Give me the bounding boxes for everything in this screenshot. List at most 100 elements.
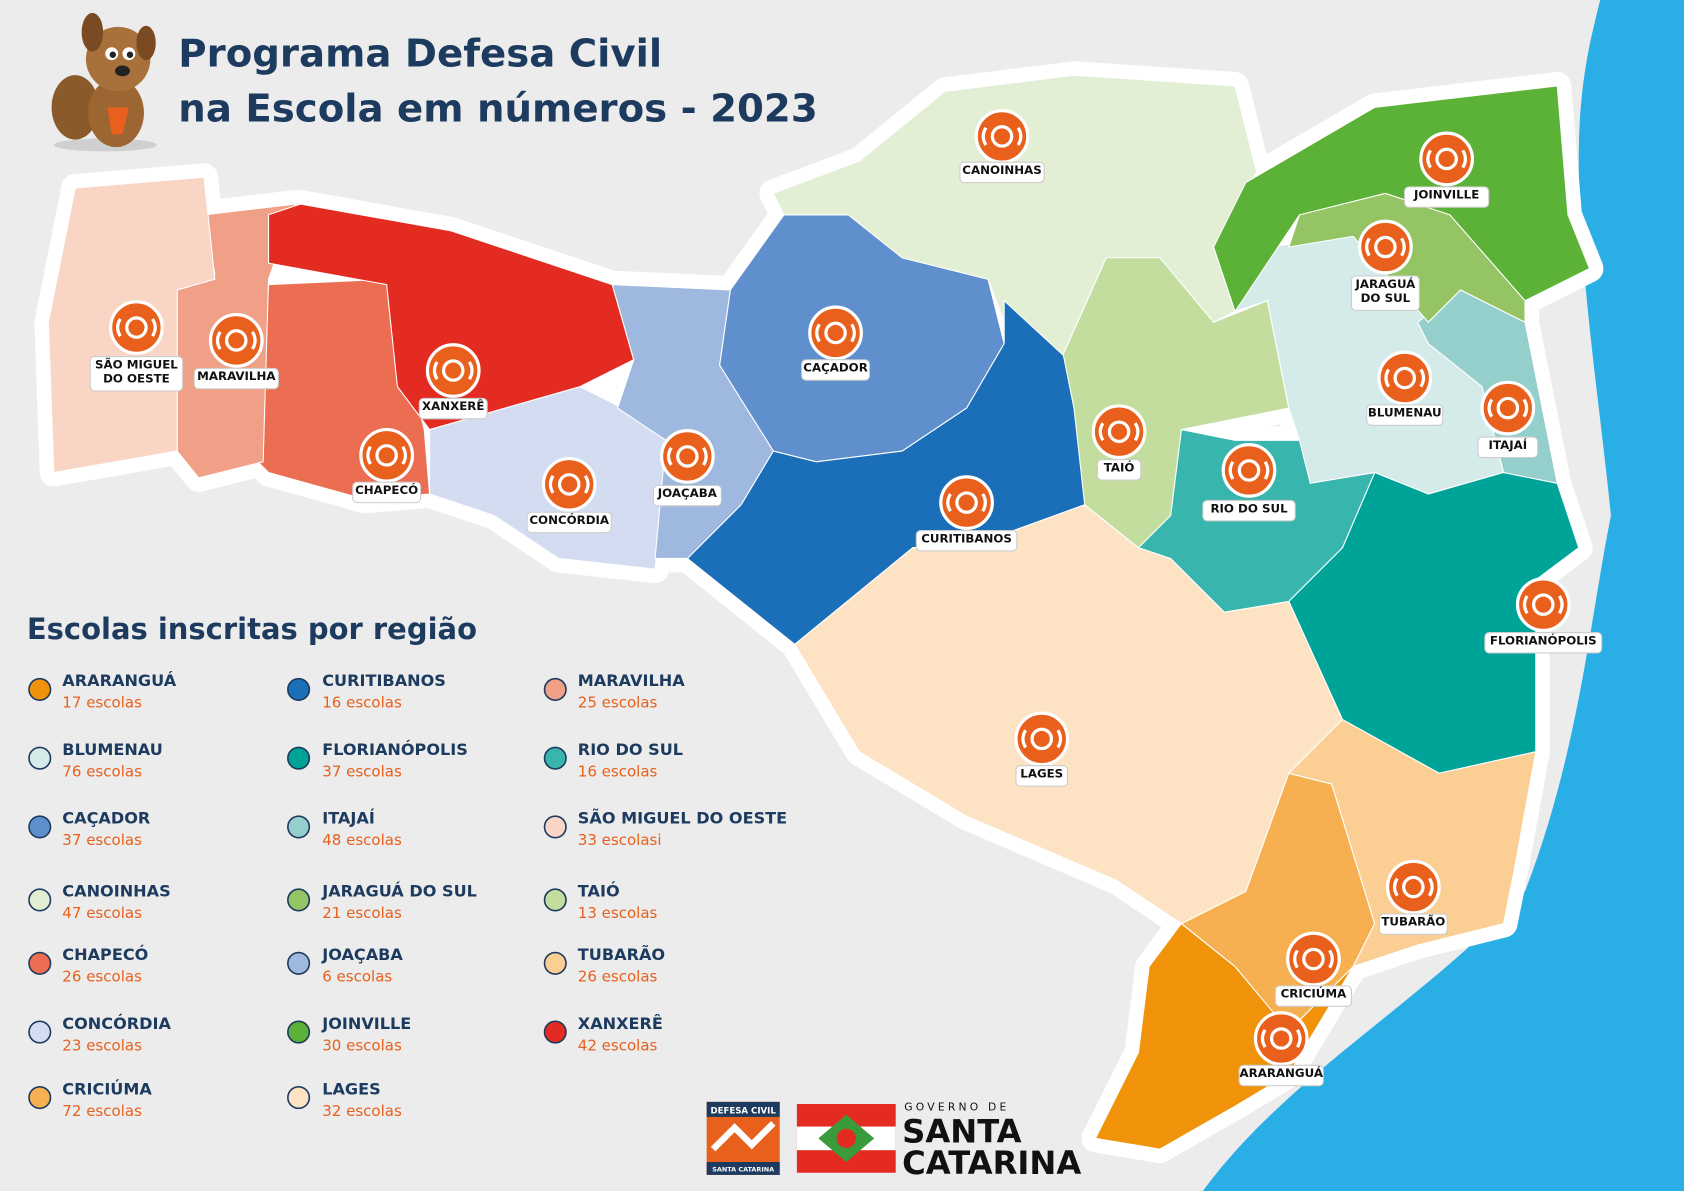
marker-label: LAGES — [1020, 767, 1063, 781]
marker-ring — [1030, 727, 1054, 751]
marker-waves — [1392, 877, 1434, 897]
legend-count: 23 escolas — [62, 1036, 142, 1054]
marker-ring — [990, 125, 1014, 148]
legend-count: 48 escolas — [322, 831, 402, 849]
marker-label-box — [1274, 985, 1353, 1007]
marker-label-box — [1096, 459, 1142, 481]
marker-label-box — [193, 367, 279, 390]
marker-label: DO OESTE — [103, 371, 170, 385]
marker-ring — [676, 445, 699, 468]
marker-icon — [425, 343, 481, 398]
legend-name: ARARANGUÁ — [62, 671, 176, 690]
marker-label-box — [1484, 632, 1603, 654]
marker-ring — [441, 359, 465, 382]
marker-label: CONCÓRDIA — [529, 512, 610, 527]
mascot — [51, 12, 157, 152]
legend-name: TUBARÃO — [578, 945, 665, 964]
marker-label-box — [1366, 404, 1444, 426]
marker-label: JOINVILLE — [1413, 188, 1479, 202]
region-shape — [611, 284, 774, 559]
legend-name: CONCÓRDIA — [62, 1014, 171, 1033]
marker-label: DO SUL — [1361, 291, 1411, 305]
marker-icon — [1377, 350, 1433, 406]
gov-text: SANTA — [902, 1113, 1022, 1151]
legend-count: 6 escolas — [322, 968, 392, 986]
legend-count: 76 escolas — [62, 762, 142, 780]
marker-ring — [375, 444, 398, 467]
marker-waves — [1487, 398, 1529, 418]
title-line: Programa Defesa Civil — [178, 32, 662, 77]
marker-icon — [939, 475, 994, 530]
marker-label: CRICIÚMA — [1281, 986, 1347, 1001]
legend-swatch — [543, 951, 567, 975]
region-shape — [794, 504, 1344, 925]
marker-ring — [1107, 420, 1131, 444]
legend-name: FLORIANÓPOLIS — [322, 740, 468, 759]
marker-ring — [824, 321, 847, 345]
legend-count: 16 escolas — [322, 694, 402, 712]
legend-swatch — [28, 1020, 52, 1044]
marker-label-box — [1202, 499, 1296, 522]
marker-ring — [1435, 147, 1458, 171]
marker-waves — [981, 126, 1023, 146]
region-shape — [1287, 718, 1537, 968]
marker-ring — [1374, 235, 1397, 259]
gov-text: CATARINA — [902, 1144, 1081, 1182]
legend-count: 72 escolas — [62, 1102, 142, 1120]
marker-label-box — [89, 356, 184, 392]
legend-count: 37 escolas — [62, 831, 142, 849]
legend-name: JOAÇABA — [321, 945, 403, 964]
marker-waves — [215, 330, 257, 350]
marker-label-box — [1350, 275, 1420, 311]
legend-name: CAÇADOR — [62, 809, 151, 828]
marker-waves — [815, 323, 856, 343]
marker-label: JARAGUÁ — [1355, 276, 1417, 291]
marker-label: SÃO MIGUEL — [95, 356, 178, 371]
legend-count: 13 escolas — [578, 904, 658, 922]
marker-label-box — [526, 511, 612, 534]
marker-label: TAIÓ — [1104, 459, 1135, 474]
legend-swatch — [287, 888, 311, 912]
marker-icon — [1091, 404, 1147, 460]
marker-label: TUBARÃO — [1381, 914, 1445, 929]
marker-label: MARAVILHA — [197, 369, 276, 383]
legend-name: JARAGUÁ DO SUL — [321, 882, 477, 901]
legend-name: RIO DO SUL — [578, 740, 683, 759]
legend-name: BLUMENAU — [62, 740, 163, 759]
marker-waves — [1098, 422, 1140, 442]
marker-ring — [125, 316, 148, 339]
marker-ring — [1532, 593, 1555, 616]
legend-swatch — [543, 677, 567, 702]
legend-name: ITAJAÍ — [322, 809, 375, 828]
marker-label: CANOINHAS — [962, 163, 1041, 177]
marker-label: JOAÇABA — [657, 486, 718, 500]
legend-count: 26 escolas — [62, 968, 142, 986]
legend-swatch — [287, 815, 311, 839]
marker-label-box — [418, 397, 488, 420]
legend-name: LAGES — [322, 1079, 381, 1098]
defesa-civil-logo: DEFESA CIVIL SANTA CATARINA — [706, 1101, 780, 1175]
marker-waves — [366, 445, 408, 465]
marker-label-box — [1403, 186, 1490, 208]
legend-count: 25 escolas — [578, 694, 658, 712]
region-shape — [1213, 85, 1591, 313]
legend-name: MARAVILHA — [578, 671, 685, 690]
marker-label: ITAJAÍ — [1489, 437, 1528, 452]
legend-swatch — [543, 888, 567, 912]
marker-label-box — [915, 529, 1018, 552]
marker-label-box — [652, 484, 722, 507]
legend-swatch — [28, 677, 52, 702]
legend-swatch — [28, 888, 52, 912]
legend: ARARANGUÁ 17 escolas BLUMENAU 76 escolas CAÇ… — [28, 671, 787, 1120]
marker-label: CHAPECÓ — [355, 482, 418, 497]
marker-waves — [1426, 149, 1468, 169]
marker-icon — [1286, 931, 1341, 987]
legend-swatch — [287, 677, 311, 702]
marker-ring — [1496, 396, 1520, 420]
marker-waves — [548, 474, 590, 494]
marker-icon — [541, 456, 597, 512]
legend-swatch — [287, 951, 311, 975]
marker-label: RIO DO SUL — [1210, 501, 1288, 515]
marker-ring — [1302, 947, 1325, 971]
